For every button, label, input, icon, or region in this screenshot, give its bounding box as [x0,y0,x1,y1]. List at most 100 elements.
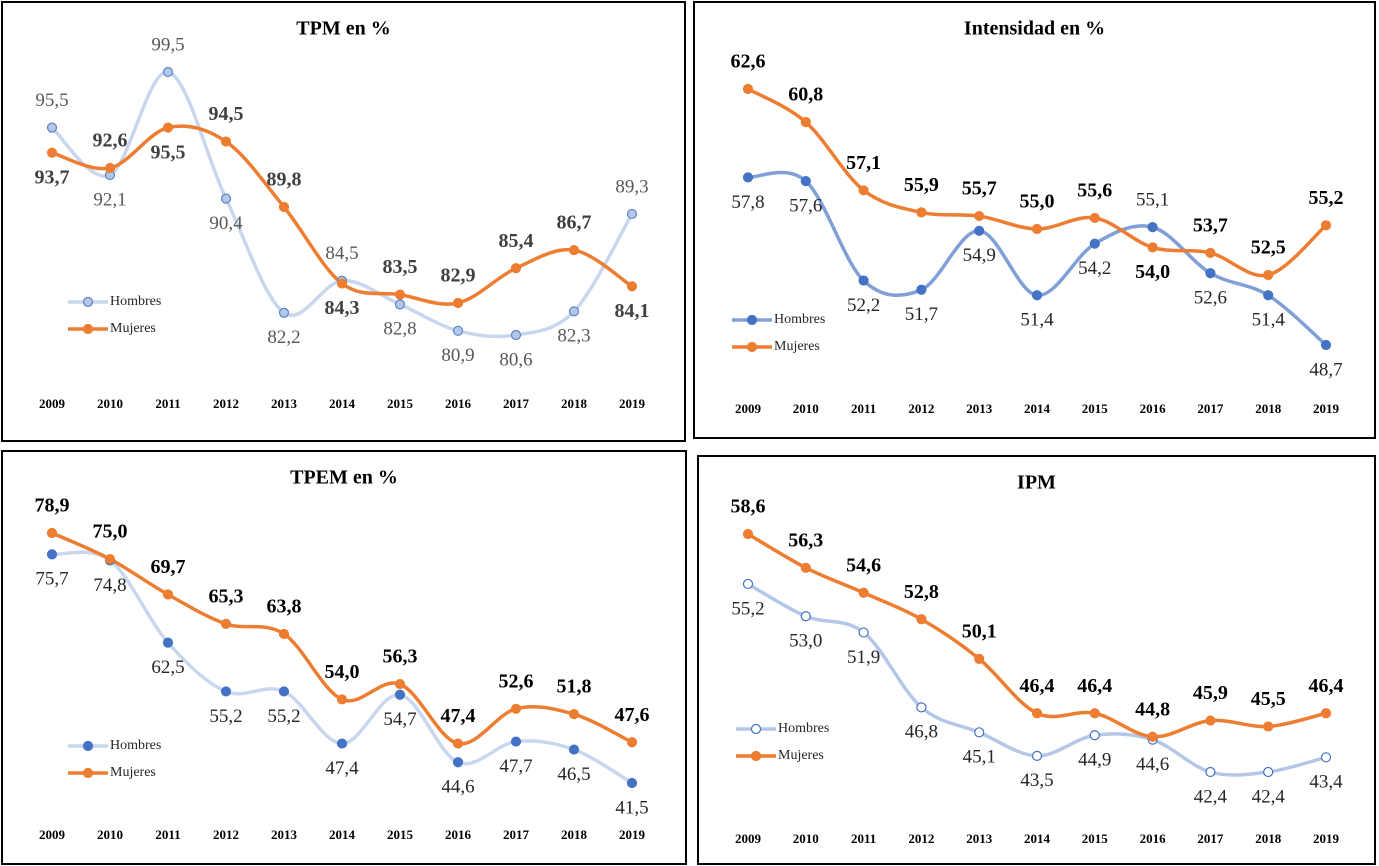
data-label: 75,7 [35,569,68,590]
x-tick-label: 2011 [155,827,180,842]
data-label: 92,6 [93,130,128,152]
legend-label: Mujeres [110,765,156,780]
marker [1031,290,1043,301]
marker [220,136,232,147]
data-label: 50,1 [962,620,997,642]
marker [278,686,290,697]
data-label: 82,3 [557,326,590,347]
marker [394,299,406,310]
marker [1031,750,1043,761]
data-label: 55,7 [962,178,997,200]
x-tick-label: 2009 [39,396,66,411]
marker [568,709,580,720]
marker [162,66,174,78]
x-tick-label: 2016 [1140,401,1167,416]
marker [916,702,927,713]
panel-border [1,450,687,865]
x-tick-label: 2018 [1255,831,1282,846]
data-label: 55,2 [209,706,242,727]
data-label: 63,8 [267,596,302,618]
marker [800,562,811,573]
data-label: 78,9 [35,495,70,517]
legend-marker [82,323,94,335]
data-label: 45,1 [963,747,996,768]
x-tick-label: 2011 [851,831,876,846]
series-line [747,170,1328,347]
marker [626,777,638,789]
data-label: 55,9 [904,174,939,196]
marker [46,549,58,560]
marker [1263,721,1274,732]
x-tick-label: 2014 [329,396,356,411]
marker [1031,708,1043,719]
data-label: 47,7 [499,756,532,777]
data-label: 41,5 [615,797,648,818]
data-label: 57,8 [731,192,764,213]
marker [1089,730,1100,741]
marker [626,737,638,748]
marker [220,686,232,697]
data-label: 46,4 [1077,675,1112,697]
x-tick-label: 2012 [908,831,934,846]
marker [104,553,116,565]
marker [1031,223,1043,235]
marker [858,185,869,196]
panel-border [693,1,1376,439]
marker [1089,212,1100,224]
x-tick-label: 2011 [851,401,876,416]
data-label: 51,4 [1252,310,1286,331]
marker [742,528,754,540]
data-label: 86,7 [557,212,592,234]
marker [858,275,869,286]
marker [278,628,290,640]
data-label: 84,5 [325,243,358,264]
data-label: 83,5 [383,256,418,278]
marker [510,263,522,274]
x-tick-label: 2017 [1197,831,1224,846]
data-label: 45,9 [1193,682,1228,704]
x-tick-label: 2015 [1082,401,1109,416]
data-label: 92,1 [93,189,126,210]
marker [220,193,232,204]
marker [452,757,464,768]
data-label: 58,6 [731,496,766,518]
marker [1089,708,1100,719]
x-tick-label: 2016 [1140,831,1167,846]
marker [278,307,290,318]
marker [220,618,232,630]
marker [452,325,464,336]
x-tick-label: 2012 [213,827,239,842]
marker [1263,290,1274,301]
marker [568,245,580,256]
data-label: 80,6 [499,349,532,370]
x-tick-label: 2009 [39,827,66,842]
legend-label: Hombres [110,738,161,753]
data-label: 75,0 [93,521,128,543]
marker [278,201,290,213]
marker [336,694,348,705]
data-label: 93,7 [35,166,70,188]
marker [162,122,174,133]
x-tick-label: 2015 [387,396,414,411]
data-label: 47,4 [325,758,359,779]
data-label: 54,7 [383,709,416,730]
x-tick-label: 2018 [561,827,588,842]
x-tick-label: 2009 [735,401,762,416]
marker [1263,269,1274,281]
data-label: 54,0 [1135,261,1170,283]
legend-label: Hombres [774,312,825,327]
data-label: 80,9 [441,345,474,366]
marker [974,727,985,738]
data-label: 52,8 [904,581,939,603]
data-label: 53,0 [789,631,822,652]
marker [1205,715,1216,726]
data-label: 46,4 [1309,675,1344,697]
data-label: 54,2 [1078,258,1111,279]
data-label: 65,3 [209,586,244,608]
x-tick-label: 2015 [387,827,414,842]
marker [162,637,174,648]
marker [510,703,522,714]
x-tick-label: 2013 [271,827,298,842]
data-label: 52,6 [1194,288,1227,309]
